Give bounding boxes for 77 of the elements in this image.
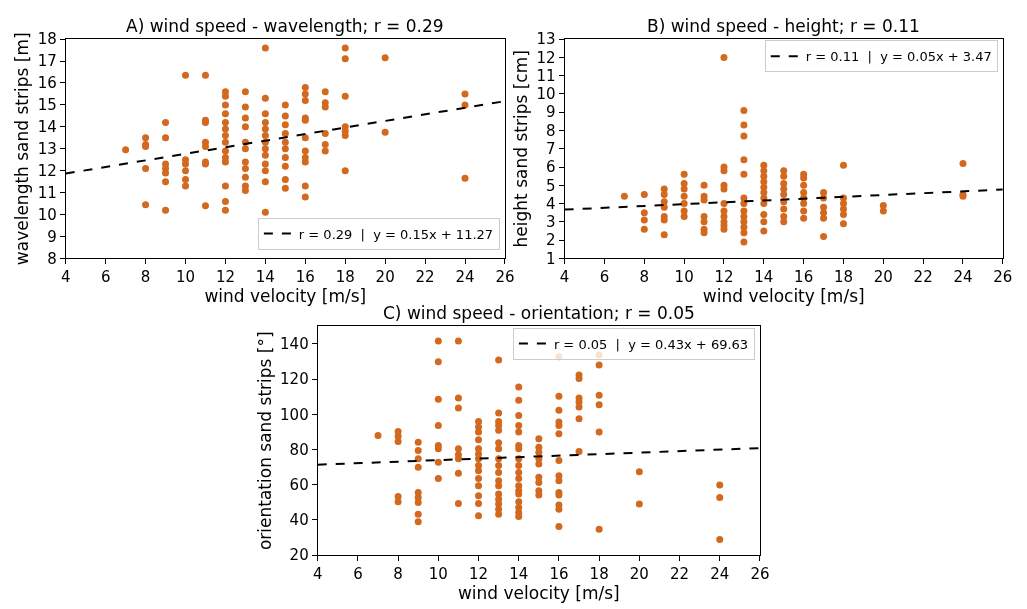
x-axis-title: wind velocity [m/s]: [204, 286, 367, 307]
x-tick-label: 26: [750, 565, 770, 584]
y-tick-label: 7: [546, 140, 556, 159]
x-tick-label: 20: [873, 268, 893, 287]
x-tick-label: 18: [335, 268, 355, 287]
x-tick-label: 24: [455, 268, 475, 287]
legend-label: r = 0.11 | y = 0.05x + 3.47: [805, 49, 992, 65]
y-tick-label: 60: [289, 475, 309, 494]
y-tick-label: 20: [289, 546, 309, 565]
y-axis-title: orientation sand strips [°]: [254, 331, 275, 551]
x-tick-label: 8: [639, 268, 650, 287]
y-tick-label: 17: [37, 52, 57, 71]
x-tick-label: 16: [794, 268, 814, 287]
x-tick-label: 4: [559, 268, 570, 287]
legend-label: r = 0.29 | y = 0.15x + 11.27: [298, 226, 494, 242]
y-tick-label: 15: [37, 96, 57, 115]
x-tick-label: 22: [670, 565, 690, 584]
x-tick-label: 26: [495, 268, 515, 287]
y-axis-title: wavelength sand strips [m]: [12, 32, 33, 266]
y-tick-label: 2: [546, 231, 556, 250]
y-tick-label: 140: [280, 335, 309, 354]
y-tick-label: 12: [536, 48, 556, 67]
x-tick-label: 10: [175, 268, 196, 287]
y-tick-label: 5: [546, 176, 556, 195]
x-tick-label: 22: [415, 268, 435, 287]
x-tick-label: 14: [754, 268, 774, 287]
chart-title: A) wind speed - wavelength; r = 0.29: [126, 16, 444, 36]
y-tick-label: 3: [546, 213, 556, 232]
x-tick-label: 22: [913, 268, 933, 287]
x-tick-label: 10: [674, 268, 694, 287]
x-tick-label: 24: [710, 565, 730, 584]
y-tick-label: 10: [37, 205, 57, 224]
x-tick-label: 18: [833, 268, 854, 287]
x-tick-label: 4: [60, 268, 71, 287]
x-tick-label: 26: [993, 268, 1013, 287]
x-tick-label: 18: [589, 565, 609, 584]
chart-title: C) wind speed - orientation; r = 0.05: [383, 303, 695, 323]
x-tick-label: 20: [375, 268, 395, 287]
x-tick-label: 14: [509, 565, 529, 584]
y-tick-label: 8: [47, 249, 57, 268]
y-tick-label: 4: [546, 194, 556, 213]
x-tick-label: 8: [140, 268, 151, 287]
y-tick-label: 11: [536, 66, 556, 85]
y-tick-label: 80: [289, 440, 309, 459]
y-tick-label: 11: [37, 183, 57, 202]
x-tick-label: 4: [312, 565, 323, 584]
y-tick-label: 40: [289, 511, 309, 530]
x-tick-label: 24: [953, 268, 973, 287]
x-axis-title: wind velocity [m/s]: [457, 583, 620, 604]
y-tick-label: 9: [47, 227, 57, 246]
chart-title: B) wind speed - height; r = 0.11: [647, 16, 920, 36]
x-tick-label: 10: [428, 565, 448, 584]
y-tick-label: 18: [37, 30, 57, 49]
x-tick-label: 6: [599, 268, 610, 287]
y-tick-label: 13: [37, 140, 57, 159]
y-tick-label: 6: [546, 158, 556, 177]
y-tick-label: 14: [37, 118, 57, 137]
x-tick-label: 6: [353, 565, 363, 584]
y-axis-title: height sand strips [cm]: [511, 50, 532, 248]
x-tick-label: 12: [215, 268, 235, 287]
legend-label: r = 0.05 | y = 0.43x + 69.63: [553, 336, 749, 352]
x-tick-label: 12: [468, 565, 489, 584]
y-tick-label: 8: [546, 121, 556, 140]
x-tick-label: 14: [255, 268, 275, 287]
x-axis-title: wind velocity [m/s]: [702, 286, 865, 307]
x-tick-label: 6: [100, 268, 111, 287]
y-tick-label: 120: [280, 370, 309, 389]
x-tick-label: 20: [629, 565, 649, 584]
y-tick-label: 1: [546, 249, 556, 268]
y-tick-label: 100: [280, 405, 309, 424]
y-tick-label: 9: [546, 103, 556, 122]
x-tick-label: 12: [714, 268, 734, 287]
y-tick-label: 13: [536, 30, 556, 49]
x-tick-label: 8: [393, 565, 403, 584]
y-tick-label: 12: [37, 161, 57, 180]
y-tick-label: 10: [536, 85, 556, 104]
y-tick-label: 16: [37, 74, 57, 93]
